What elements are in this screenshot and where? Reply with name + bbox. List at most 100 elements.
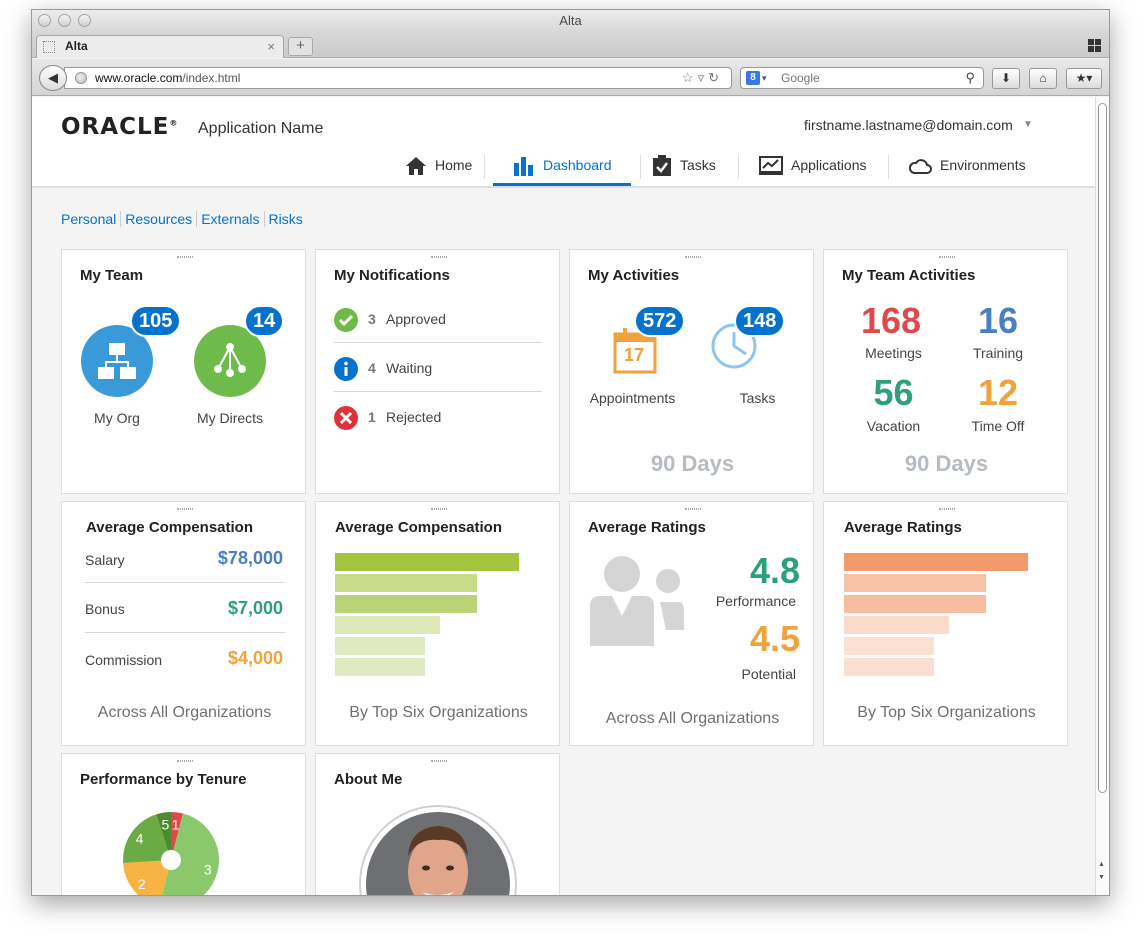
nav-applications[interactable]: Applications — [759, 147, 867, 186]
hierarchy-icon — [214, 343, 246, 377]
training-label: Training — [972, 345, 1024, 361]
chevron-down-icon[interactable]: ▼ — [1023, 119, 1033, 130]
notification-rejected[interactable]: 1 Rejected — [334, 404, 544, 436]
card-about-me[interactable]: About Me — [315, 753, 560, 896]
card-title: My Team — [80, 267, 144, 284]
card-average-ratings-list[interactable]: Average Ratings 4.8 Performance 4.5 Pote… — [569, 501, 814, 746]
my-org-button[interactable] — [81, 325, 153, 397]
chart-bar[interactable] — [844, 637, 935, 655]
close-window-button[interactable] — [38, 14, 51, 27]
time-off-label: Time Off — [971, 418, 1025, 434]
card-average-ratings-bars[interactable]: Average Ratings By Top Six Organizations — [823, 501, 1068, 746]
clipboard-check-icon — [653, 155, 671, 177]
browser-toolbar: www.oracle.com/index.html ☆▿↻ ◀ 8 ▾ Goog… — [32, 59, 1109, 96]
card-my-team-activities[interactable]: My Team Activities 168 Meetings 16 Train… — [823, 249, 1068, 494]
scroll-down-arrow-icon[interactable]: ▼ — [1098, 874, 1105, 881]
chart-bar[interactable] — [844, 595, 986, 613]
notification-approved[interactable]: 3 Approved — [334, 306, 544, 338]
tab-close-icon[interactable]: × — [267, 39, 275, 54]
drag-handle[interactable] — [431, 760, 447, 762]
training-count: 16 — [977, 300, 1019, 341]
nav-home[interactable]: Home — [405, 147, 472, 186]
bookmarks-menu-button[interactable]: ★▾ — [1066, 68, 1102, 89]
home-button[interactable]: ⌂ — [1029, 68, 1057, 89]
subnav-resources[interactable]: Resources — [120, 211, 197, 227]
oracle-logo[interactable]: ORACLE® — [61, 114, 179, 140]
nav-dashboard[interactable]: Dashboard — [493, 147, 631, 186]
card-footer: By Top Six Organizations — [349, 704, 528, 721]
minimize-window-button[interactable] — [58, 14, 71, 27]
commission-label: Commission — [85, 652, 163, 668]
sub-navigation: Personal Resources Externals Risks — [61, 211, 307, 227]
reload-icon[interactable]: ↻ — [708, 70, 723, 85]
card-footer: Across All Organizations — [97, 704, 272, 721]
search-placeholder: Google — [781, 71, 820, 85]
pie-slice[interactable] — [123, 814, 171, 864]
subnav-externals[interactable]: Externals — [196, 211, 264, 227]
drag-handle[interactable] — [685, 256, 701, 258]
downloads-button[interactable]: ⬇ — [992, 68, 1020, 89]
salary-value: $78,000 — [217, 548, 283, 568]
scrollbar-thumb[interactable] — [1098, 103, 1107, 793]
chart-bar[interactable] — [335, 616, 440, 634]
card-my-activities[interactable]: My Activities 17 572 Appointments 148 Ta… — [569, 249, 814, 494]
tab-groups-icon[interactable] — [1088, 39, 1101, 52]
search-bar[interactable]: 8 ▾ Google ⚲ — [740, 67, 984, 89]
scroll-up-arrow-icon[interactable]: ▲ — [1098, 861, 1105, 868]
bookmark-star-icon[interactable]: ☆ — [681, 70, 698, 85]
card-my-notifications[interactable]: My Notifications 3 Approved 4 Waiting 1 … — [315, 249, 560, 494]
cloud-icon — [908, 159, 932, 175]
drag-handle[interactable] — [177, 256, 193, 258]
chart-bar[interactable] — [844, 616, 949, 634]
org-chart-icon — [98, 343, 136, 379]
chart-bar[interactable] — [335, 574, 477, 592]
chart-bar[interactable] — [335, 553, 519, 571]
chart-bar[interactable] — [844, 658, 935, 676]
drag-handle[interactable] — [431, 508, 447, 510]
vertical-scrollbar[interactable]: ▲ ▼ — [1095, 97, 1109, 895]
drag-handle[interactable] — [431, 256, 447, 258]
back-button[interactable]: ◀ — [39, 65, 67, 91]
drag-handle[interactable] — [177, 760, 193, 762]
search-icon[interactable]: ⚲ — [965, 70, 975, 85]
performance-value: 4.8 — [749, 550, 800, 591]
chart-bar[interactable] — [844, 553, 1028, 571]
nav-tasks[interactable]: Tasks — [652, 147, 716, 186]
my-directs-button[interactable] — [194, 325, 266, 397]
appointments-count-badge: 572 — [634, 305, 686, 337]
bar-chart-icon — [514, 157, 533, 177]
pie-slice[interactable] — [156, 812, 171, 860]
history-dropdown-icon[interactable]: ▿ — [697, 70, 709, 85]
card-average-compensation-bars[interactable]: Average Compensation By Top Six Organiza… — [315, 501, 560, 746]
subnav-personal[interactable]: Personal — [61, 211, 117, 227]
drag-handle[interactable] — [939, 256, 955, 258]
user-menu[interactable]: firstname.lastname@domain.com — [804, 117, 1013, 133]
bonus-label: Bonus — [85, 601, 125, 617]
nav-environments[interactable]: Environments — [908, 147, 1026, 186]
url-bar[interactable]: www.oracle.com/index.html ☆▿↻ — [64, 67, 732, 89]
chart-bar[interactable] — [335, 637, 426, 655]
new-tab-button[interactable]: + — [288, 37, 313, 56]
browser-tab[interactable]: Alta × — [36, 35, 284, 58]
chart-bar[interactable] — [335, 595, 477, 613]
subnav-risks[interactable]: Risks — [263, 211, 307, 227]
pie-slice[interactable] — [123, 860, 171, 896]
card-title: Average Compensation — [86, 519, 253, 536]
card-performance-by-tenure[interactable]: Performance by Tenure 1 3 2 4 5 — [61, 753, 306, 896]
drag-handle[interactable] — [685, 508, 701, 510]
pie-slice[interactable] — [171, 812, 183, 860]
my-org-label: My Org — [94, 410, 140, 426]
drag-handle[interactable] — [939, 508, 955, 510]
google-icon[interactable]: 8 — [746, 71, 760, 85]
card-my-team[interactable]: My Team 105 My Org 14 My Directs — [61, 249, 306, 494]
profile-photo[interactable] — [358, 804, 518, 896]
card-average-compensation-list[interactable]: Average Compensation Salary $78,000 Bonu… — [61, 501, 306, 746]
search-engine-dropdown-icon[interactable]: ▾ — [762, 73, 767, 83]
pie-slice[interactable] — [159, 813, 219, 896]
notification-waiting[interactable]: 4 Waiting — [334, 355, 544, 387]
drag-handle[interactable] — [177, 508, 193, 510]
compensation-bar-chart — [335, 553, 519, 678]
chart-bar[interactable] — [844, 574, 986, 592]
chart-bar[interactable] — [335, 658, 426, 676]
zoom-window-button[interactable] — [78, 14, 91, 27]
